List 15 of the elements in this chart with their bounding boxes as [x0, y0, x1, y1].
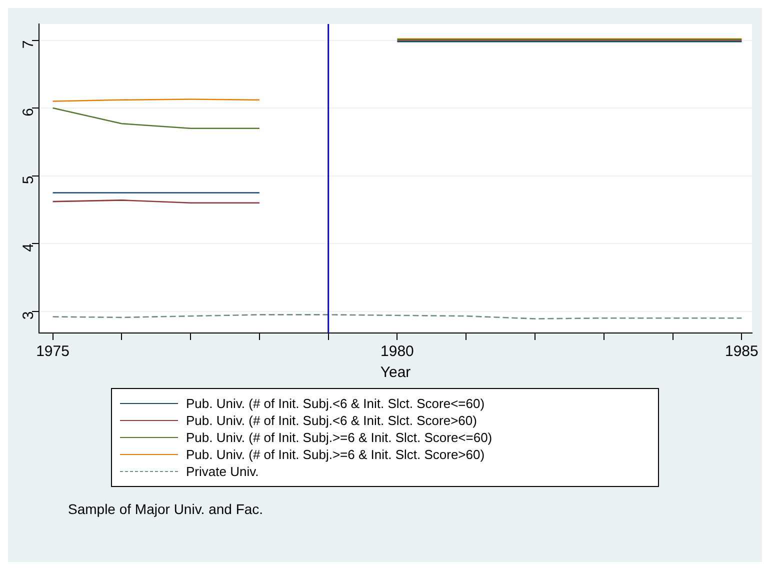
legend-label: Pub. Univ. (# of Init. Subj.>=6 & Init. Slct. Score<=60)	[186, 430, 492, 445]
text: Sample of Major Univ. and Fac.	[68, 501, 264, 517]
x-tick-label: 1980	[380, 343, 414, 360]
x-tick-label: 1985	[724, 343, 758, 360]
y-tick-label: 3	[20, 311, 38, 320]
legend-label: Private Univ.	[186, 464, 259, 479]
x-axis-title: Year	[380, 364, 411, 382]
legend-label: Pub. Univ. (# of Init. Subj.<6 & Init. Slct. Score<=60)	[186, 396, 485, 411]
legend-label: Pub. Univ. (# of Init. Subj.<6 & Init. Slct. Score>60)	[186, 413, 477, 428]
y-tick-label: 5	[20, 176, 38, 184]
legend-label: Pub. Univ. (# of Init. Subj.>=6 & Init. Slct. Score>60)	[186, 447, 485, 462]
y-tick-label: 4	[20, 244, 38, 252]
y-tick-label: 6	[20, 108, 38, 116]
x-tick-label: 1975	[36, 343, 70, 360]
y-tick-label: 7	[20, 40, 38, 49]
